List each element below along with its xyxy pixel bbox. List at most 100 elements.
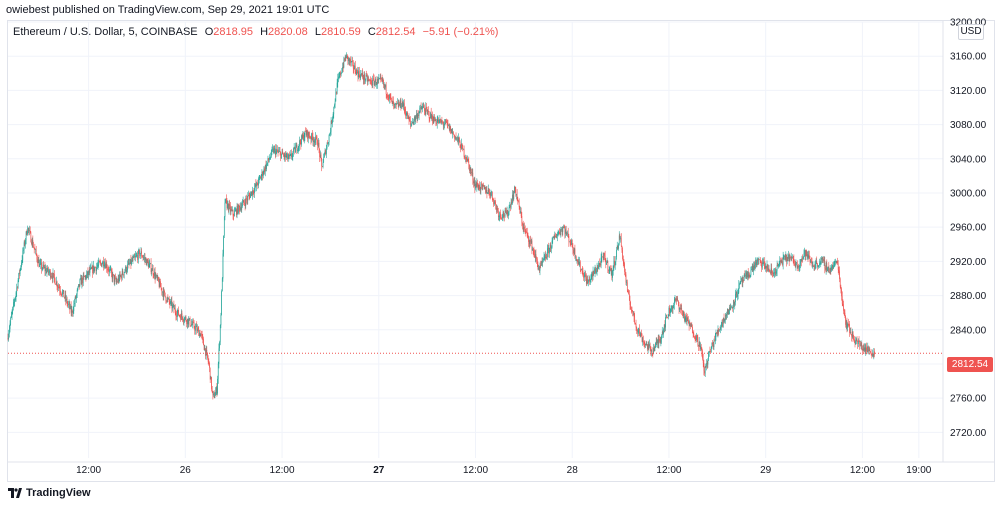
candle-body [187, 318, 189, 325]
candle-body [270, 150, 272, 157]
candle-body [845, 320, 847, 325]
tradingview-logo[interactable]: TradingView [8, 487, 91, 499]
candle-body [88, 270, 90, 273]
candle-body [103, 261, 104, 267]
candle-body [814, 266, 816, 269]
candle-body [169, 301, 171, 304]
candle-body [344, 58, 345, 61]
candle-body [108, 270, 110, 272]
candle-body [291, 153, 292, 157]
candle-body [205, 348, 206, 356]
candle-body [590, 279, 591, 283]
candle-body [64, 297, 65, 298]
candle-body [15, 292, 17, 298]
candle-body [836, 260, 838, 263]
candle-body [117, 281, 118, 283]
candle-body [189, 318, 191, 326]
candle-body [783, 256, 785, 257]
candle-body [611, 269, 613, 278]
candle-body [610, 268, 611, 271]
candle-body [258, 177, 260, 179]
candle-body [806, 250, 807, 257]
candle-body [563, 226, 565, 229]
candle-body [463, 148, 464, 150]
candle-body [593, 270, 595, 274]
candle-body [730, 307, 732, 310]
candle-body [352, 60, 353, 62]
candle-body [858, 340, 860, 342]
candle-body [639, 328, 640, 334]
currency-badge[interactable]: USD [958, 24, 984, 40]
candle-body [567, 232, 569, 236]
chart-legend: Ethereum / U.S. Dollar, 5, COINBASE O281… [13, 26, 498, 38]
candle-body [435, 120, 437, 124]
candle-body [438, 119, 439, 123]
candle-body [498, 216, 500, 217]
candle-body [812, 266, 814, 267]
candle-body [712, 344, 714, 347]
candle-body [739, 283, 740, 285]
legend-open-value: 2818.95 [213, 26, 254, 38]
candle-body [652, 353, 654, 355]
candle-body [30, 232, 32, 243]
candle-body [698, 341, 700, 347]
candle-body [849, 324, 850, 334]
candle-body [597, 266, 599, 269]
candle-body [459, 141, 461, 148]
candle-body [19, 268, 21, 275]
candle-body [134, 256, 136, 258]
candle-body [786, 257, 788, 262]
candle-body [275, 150, 277, 155]
candle-body [603, 252, 605, 259]
candle-body [75, 297, 77, 299]
candle-body [363, 74, 365, 80]
candle-body [191, 323, 193, 325]
candle-body [49, 270, 50, 273]
candle-body [236, 205, 238, 215]
candle-body [817, 266, 819, 267]
candle-body [99, 262, 101, 263]
candle-body [616, 245, 618, 250]
candle-body [129, 263, 130, 265]
candle-body [753, 265, 754, 271]
candle-body [710, 347, 712, 353]
candle-body [774, 271, 776, 273]
candle-body [659, 340, 661, 343]
candle-body [536, 258, 538, 264]
candle-body [326, 148, 327, 155]
candle-body [268, 159, 270, 161]
candle-body [795, 262, 797, 267]
candle-body [627, 290, 629, 292]
candle-body [74, 303, 75, 305]
candle-body [794, 264, 795, 266]
candle-body [809, 258, 811, 262]
candle-body [76, 289, 78, 295]
candle-body [637, 329, 638, 332]
candle-body [444, 120, 446, 124]
candle-body [612, 268, 614, 271]
x-tick-label: 19:00 [906, 465, 931, 476]
candle-body [322, 162, 324, 167]
candle-body [496, 208, 498, 210]
candle-body [708, 350, 710, 353]
candle-body [823, 259, 824, 262]
candle-body [338, 76, 340, 77]
candle-body [83, 275, 85, 277]
candle-body [442, 121, 443, 123]
candle-body [564, 228, 566, 234]
candle-body [373, 78, 375, 86]
legend-open-label: O [204, 26, 214, 38]
candle-body [433, 116, 435, 123]
candle-body [546, 256, 548, 258]
candle-body [592, 273, 593, 277]
candle-body [515, 188, 517, 196]
candle-body [825, 268, 826, 270]
candle-body [587, 279, 589, 284]
candle-body [281, 151, 283, 154]
candle-body [453, 134, 455, 136]
candle-body [633, 311, 635, 317]
candle-body [829, 271, 830, 274]
candle-body [217, 378, 218, 394]
candle-body [754, 265, 756, 269]
